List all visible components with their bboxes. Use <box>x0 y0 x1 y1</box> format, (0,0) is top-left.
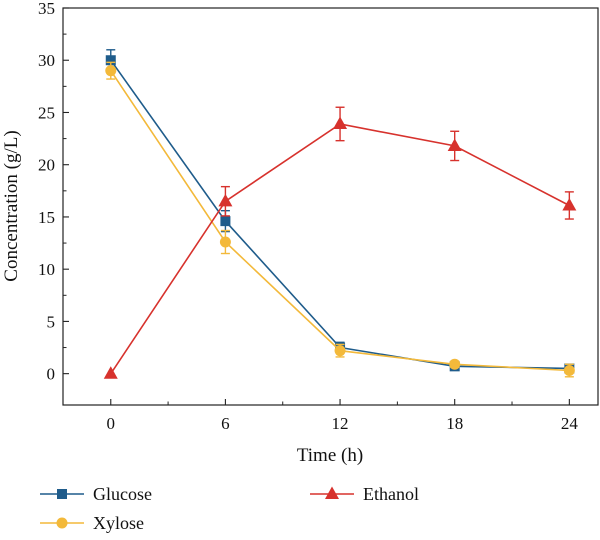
xylose-point <box>105 65 117 77</box>
glucose-line <box>110 59 570 370</box>
y-tick-label: 20 <box>38 156 55 175</box>
x-tick-label: 12 <box>332 414 349 433</box>
glucose-point <box>105 55 116 66</box>
xylose-point <box>449 358 461 370</box>
x-tick-label: 0 <box>107 414 116 433</box>
y-tick-label: 35 <box>38 0 55 18</box>
xylose-point <box>563 365 575 377</box>
legend-label: Xylose <box>93 513 144 533</box>
legend-label: Glucose <box>93 484 152 504</box>
ticks-layer: 0 5 10 15 20 25 30 35 0 6 12 18 24 <box>38 0 578 433</box>
x-axis-title: Time (h) <box>297 445 363 466</box>
legend-item-xylose: Xylose <box>40 513 144 533</box>
x-tick-label: 6 <box>221 414 230 433</box>
y-axis-title: Concentration (g/L) <box>1 130 22 281</box>
series-xylose <box>105 61 575 378</box>
y-tick-label: 25 <box>38 103 55 122</box>
ethanol-point <box>562 198 577 211</box>
y-tick-label: 5 <box>47 312 56 331</box>
glucose-point <box>220 216 231 227</box>
x-tick-label: 24 <box>561 414 579 433</box>
legend-marker <box>56 517 68 529</box>
ethanol-point <box>103 366 118 379</box>
ethanol-point <box>218 193 233 207</box>
series-layer <box>103 49 577 379</box>
ethanol-line <box>110 123 570 375</box>
legend-item-glucose: Glucose <box>40 484 152 504</box>
ethanol-point <box>333 116 348 130</box>
series-glucose <box>105 49 575 374</box>
y-tick-label: 15 <box>38 208 55 227</box>
legend: Glucose Xylose Ethanol <box>40 484 419 533</box>
y-tick-label: 0 <box>47 365 56 384</box>
legend-item-ethanol: Ethanol <box>310 484 419 504</box>
y-tick-label: 10 <box>38 260 55 279</box>
xylose-point <box>334 345 346 357</box>
legend-marker <box>57 489 67 499</box>
legend-marker <box>325 486 339 500</box>
ethanol-point <box>447 138 462 151</box>
series-ethanol <box>103 106 577 379</box>
plot-frame <box>62 7 599 406</box>
xylose-point <box>219 236 231 248</box>
y-tick-label: 30 <box>38 51 55 70</box>
legend-label: Ethanol <box>363 484 419 504</box>
x-tick-label: 18 <box>446 414 463 433</box>
